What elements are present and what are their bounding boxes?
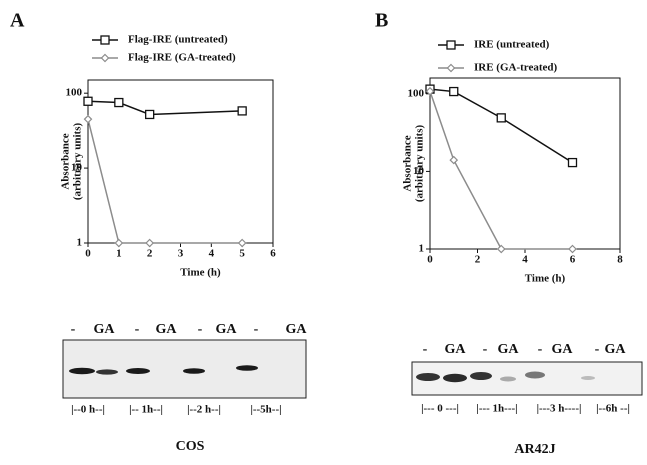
lane-label: GA — [156, 322, 178, 337]
x-tick-label: 3 — [178, 248, 184, 260]
series-line — [87, 118, 243, 244]
lane-label: - — [135, 322, 140, 337]
x-tick-label: 0 — [427, 254, 433, 266]
lane-label: - — [71, 322, 76, 337]
legend-marker — [100, 35, 110, 45]
blot-bands — [416, 371, 595, 383]
time-label: |---3 h----| — [537, 403, 582, 415]
panel-letter: B — [375, 10, 388, 32]
legend-label: Flag-IRE (GA-treated) — [128, 52, 236, 64]
data-point — [568, 244, 577, 254]
legend-label: Flag-IRE (untreated) — [128, 34, 228, 46]
x-tick-label: 6 — [270, 248, 276, 260]
lane-label: GA — [552, 342, 574, 357]
lane-label: GA — [445, 342, 467, 357]
x-axis-label: Time (h) — [180, 267, 221, 279]
y-axis-label: Absorbance — [402, 135, 414, 191]
cell-line: COS — [176, 439, 205, 454]
x-tick-label: 0 — [85, 248, 91, 260]
y-tick-label: 100 — [408, 87, 425, 99]
y-tick-label: 10 — [71, 162, 83, 174]
legend-label: IRE (GA-treated) — [474, 62, 558, 74]
lane-label: - — [483, 342, 488, 357]
time-label: |--- 0 ---| — [421, 403, 459, 415]
lane-label: GA — [94, 322, 116, 337]
series-line — [429, 90, 573, 250]
x-tick-label: 8 — [617, 254, 623, 266]
legend-label: IRE (untreated) — [474, 39, 550, 51]
y-tick-label: 10 — [413, 165, 425, 177]
series-line — [429, 88, 573, 164]
data-point — [83, 114, 93, 124]
panel-letter: A — [10, 10, 25, 32]
data-point — [496, 113, 506, 123]
x-tick-label: 5 — [239, 248, 245, 260]
data-point — [567, 157, 578, 168]
time-label: |--- 1h---| — [476, 403, 517, 415]
lane-label: GA — [605, 342, 627, 357]
data-point — [449, 86, 459, 97]
data-point — [145, 109, 155, 120]
data-point — [114, 238, 124, 248]
legend-marker — [446, 40, 456, 50]
y-axis-label: (arbitrary units) — [414, 125, 426, 203]
series-line — [87, 100, 243, 116]
cell-line: AR42J — [514, 442, 555, 457]
time-label: |--2 h--| — [187, 404, 221, 416]
x-tick-label: 4 — [209, 248, 215, 260]
blot-bands — [69, 365, 258, 375]
data-point — [145, 238, 155, 248]
lane-label: - — [254, 322, 259, 337]
y-tick-label: 1 — [77, 237, 83, 249]
lane-label: GA — [216, 322, 238, 337]
data-point — [83, 96, 93, 106]
x-tick-label: 1 — [116, 248, 122, 260]
lane-label: GA — [286, 322, 308, 337]
time-label: |--5h--| — [250, 404, 281, 416]
data-point — [496, 244, 506, 254]
plot-frame — [429, 77, 621, 250]
time-label: |--6h --| — [596, 403, 630, 415]
data-point — [449, 155, 459, 165]
data-point — [237, 106, 247, 116]
lane-label: GA — [498, 342, 520, 357]
time-label: |-- 1h--| — [129, 404, 163, 416]
data-point — [425, 86, 435, 96]
time-label: |--0 h--| — [71, 404, 105, 416]
data-point — [237, 238, 247, 248]
x-axis-label: Time (h) — [525, 273, 566, 285]
y-tick-label: 1 — [419, 243, 425, 255]
lane-label: - — [595, 342, 600, 357]
lane-label: - — [198, 322, 203, 337]
y-axis-label: (arbitrary units) — [72, 123, 84, 201]
blot — [62, 339, 307, 399]
y-axis-label: Absorbance — [60, 133, 72, 189]
x-tick-label: 2 — [475, 254, 481, 266]
lane-label: - — [538, 342, 543, 357]
y-tick-label: 100 — [66, 87, 83, 99]
x-tick-label: 6 — [570, 254, 576, 266]
lane-label: - — [423, 342, 428, 357]
x-tick-label: 2 — [147, 248, 153, 260]
legend-marker — [446, 63, 456, 73]
data-point — [114, 97, 124, 108]
x-tick-label: 4 — [522, 254, 528, 266]
legend-marker — [100, 53, 110, 63]
